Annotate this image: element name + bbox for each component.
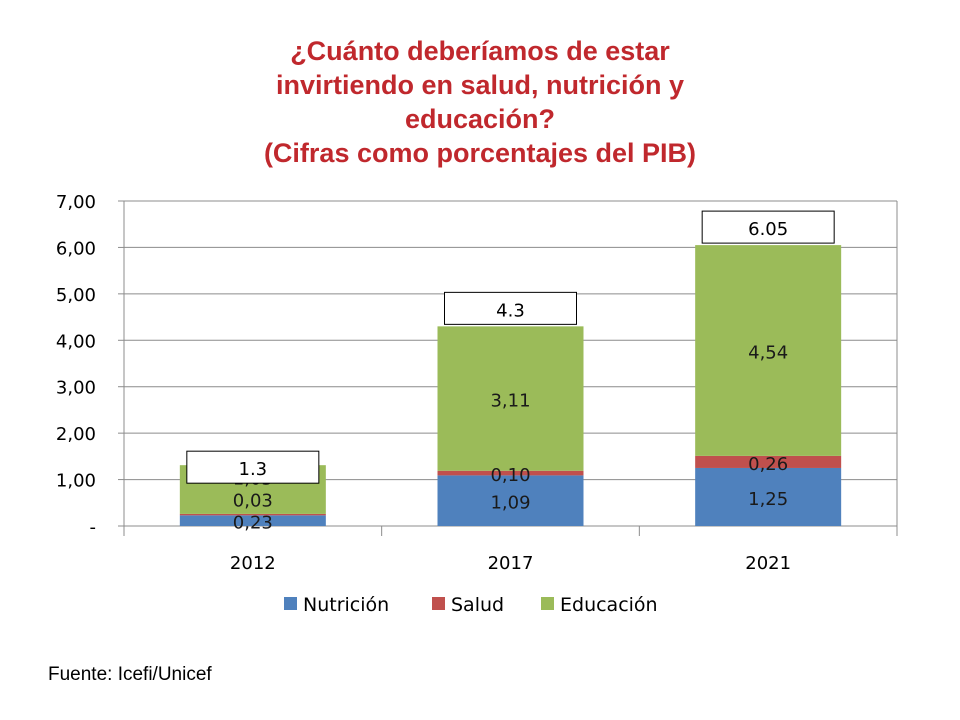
title-line-2: invirtiendo en salud, nutrición y <box>275 70 685 100</box>
bar-segment-salud <box>179 513 326 516</box>
x-tick-label: 2021 <box>745 553 791 574</box>
data-label: 0,10 <box>490 465 530 486</box>
x-tick-label: 2017 <box>488 553 534 574</box>
legend-label: Salud <box>451 594 504 616</box>
y-tick-label: 5,00 <box>56 285 96 306</box>
x-tick-label: 2012 <box>230 553 276 574</box>
total-label-box <box>186 450 320 484</box>
bar-segment-educación <box>437 326 584 471</box>
y-tick-label: 3,00 <box>56 378 96 399</box>
data-label: 3,11 <box>490 391 530 412</box>
total-label: 6.05 <box>748 219 788 240</box>
bar-segment-salud <box>437 470 584 476</box>
data-label: 0,23 <box>233 513 273 534</box>
data-label: 0,26 <box>748 454 788 475</box>
y-tick-label: 2,00 <box>56 424 96 445</box>
total-label: 4.3 <box>496 300 525 321</box>
chart-title: ¿Cuánto deberíamos de estar invirtiendo … <box>0 34 960 170</box>
total-label-box <box>444 291 577 325</box>
bar-segment-nutrición <box>437 475 584 526</box>
legend-label: Nutrición <box>303 594 389 616</box>
legend-swatch <box>284 597 297 610</box>
legend-label: Educación <box>560 594 658 616</box>
y-tick-label: - <box>90 517 97 538</box>
data-label: 0,03 <box>233 491 273 512</box>
y-tick-label: 6,00 <box>56 238 96 259</box>
title-line-1: ¿Cuánto deberíamos de estar <box>290 36 670 66</box>
data-label: 1,25 <box>748 489 788 510</box>
total-label-box <box>701 210 835 244</box>
title-line-3: educación? <box>404 104 556 134</box>
bar-segment-salud <box>695 455 842 468</box>
legend-swatch <box>432 597 445 610</box>
y-tick-label: 1,00 <box>56 471 96 492</box>
y-tick-label: 4,00 <box>56 331 96 352</box>
data-label: 4,54 <box>748 343 788 364</box>
legend-swatch <box>541 597 554 610</box>
y-tick-label: 7,00 <box>56 192 96 213</box>
bar-segment-nutrición <box>179 515 326 526</box>
bar-segment-nutrición <box>695 467 842 526</box>
source-note: Fuente: Icefi/Unicef <box>48 664 212 685</box>
bar-segment-educación <box>695 245 842 456</box>
data-label: 1,09 <box>490 493 530 514</box>
title-line-4: (Cifras como porcentajes del PIB) <box>263 138 697 168</box>
total-label: 1.3 <box>239 459 268 480</box>
